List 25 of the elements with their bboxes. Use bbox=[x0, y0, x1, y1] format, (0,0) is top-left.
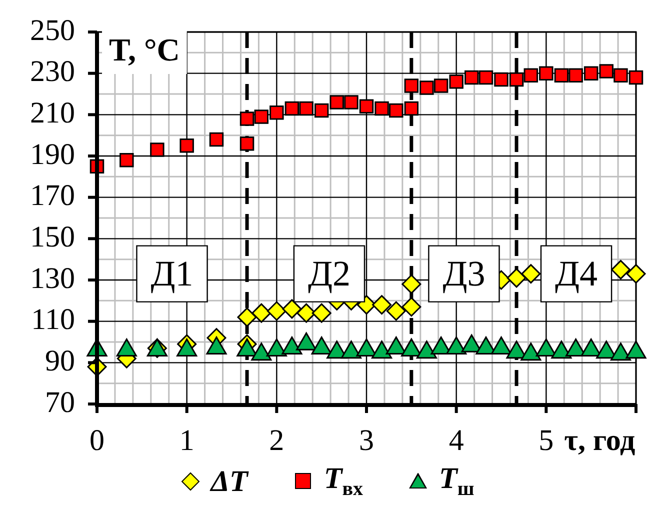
y-tick-label: 210 bbox=[30, 96, 75, 130]
x-axis-title: τ, год bbox=[564, 424, 636, 457]
legend-label: ΔT bbox=[210, 464, 248, 498]
legend-label: T$_{вх}$ bbox=[324, 462, 364, 501]
y-tick-label: 190 bbox=[30, 138, 75, 171]
x-tick-label: 3 bbox=[359, 424, 374, 457]
legend-label: T$_{ш}$ bbox=[439, 462, 474, 501]
annotation: Д4 bbox=[554, 253, 598, 294]
x-tick-label: 2 bbox=[269, 424, 284, 457]
y-tick-label: 150 bbox=[30, 220, 75, 254]
annotation: Д2 bbox=[308, 253, 350, 294]
annotation: Д1 bbox=[150, 253, 194, 294]
x-tick-label: 5 bbox=[538, 424, 554, 457]
x-tick-label: 4 bbox=[448, 424, 464, 457]
y-tick-label: 250 bbox=[30, 14, 75, 47]
y-tick-label: 230 bbox=[30, 55, 75, 88]
y-tick-label: 130 bbox=[30, 262, 75, 295]
x-tick-label: 0 bbox=[90, 424, 104, 457]
x-tick-label: 1 bbox=[179, 424, 194, 457]
y-axis-title: T, °C bbox=[109, 31, 180, 68]
annotation: Д3 bbox=[442, 253, 486, 294]
y-tick-label: 110 bbox=[31, 303, 75, 336]
y-tick-label: 90 bbox=[45, 344, 75, 378]
y-tick-label: 170 bbox=[30, 179, 75, 212]
y-tick-label: 70 bbox=[45, 386, 75, 419]
